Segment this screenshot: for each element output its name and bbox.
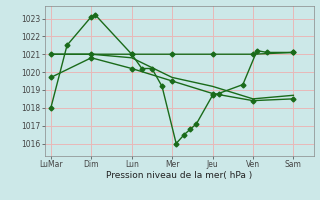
X-axis label: Pression niveau de la mer( hPa ): Pression niveau de la mer( hPa ) — [106, 171, 252, 180]
